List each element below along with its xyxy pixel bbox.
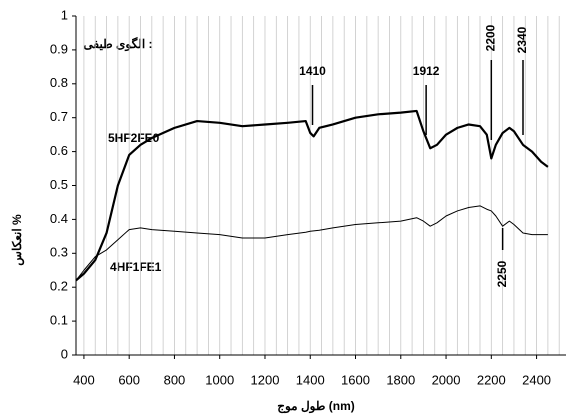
y-tick-label: 0.5 xyxy=(50,177,68,192)
series-line xyxy=(75,205,548,281)
y-tick-label: 0.4 xyxy=(50,211,68,226)
x-tick-label: 600 xyxy=(118,372,140,387)
y-tick-label: 0.2 xyxy=(50,279,68,294)
y-tick-label: 0.1 xyxy=(50,313,68,328)
y-tick-label: 0.7 xyxy=(50,109,68,124)
annotation-label: 2340 xyxy=(515,26,529,53)
x-tick-label: 2200 xyxy=(477,372,506,387)
x-tick-label: 2000 xyxy=(432,372,461,387)
x-axis-label: طول موج (nm) xyxy=(277,399,355,414)
annotation-label: 1410 xyxy=(299,64,326,78)
x-tick-label: 400 xyxy=(73,372,95,387)
x-tick-label: 1800 xyxy=(386,372,415,387)
y-tick-label: 0.8 xyxy=(50,75,68,90)
series-line xyxy=(75,109,549,282)
y-tick-label: 0 xyxy=(61,346,68,361)
x-tick-label: 800 xyxy=(164,372,186,387)
y-tick-label: 0.3 xyxy=(50,245,68,260)
x-tick-label: 1400 xyxy=(296,372,325,387)
y-tick-label: 1 xyxy=(61,7,68,22)
x-tick-label: 1000 xyxy=(205,372,234,387)
y-tick-label: 0.9 xyxy=(50,41,68,56)
series-label: 4HF1FE1 xyxy=(110,260,162,274)
x-tick-label: 1200 xyxy=(251,372,280,387)
annotation-label: 2250 xyxy=(495,260,509,287)
x-tick-label: 2400 xyxy=(522,372,551,387)
x-tick-label: 1600 xyxy=(341,372,370,387)
annotation-label: 2200 xyxy=(483,24,497,51)
y-axis-label: انعکاس % xyxy=(10,214,25,266)
y-tick-label: 0.6 xyxy=(50,143,68,158)
annotation-label: 1912 xyxy=(413,64,440,78)
